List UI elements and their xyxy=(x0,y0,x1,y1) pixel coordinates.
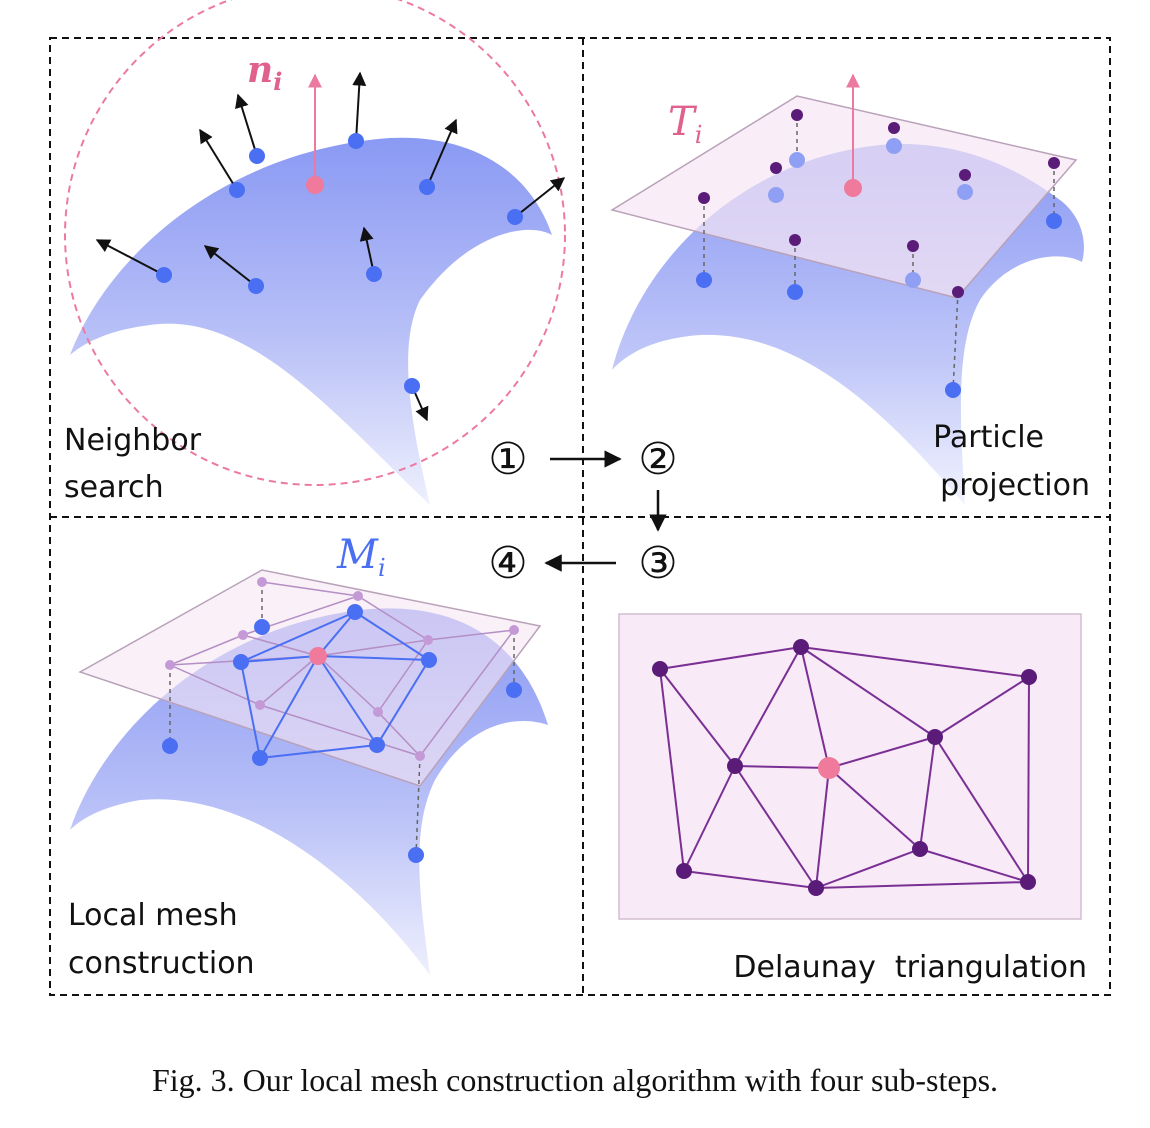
step-2: ② xyxy=(638,434,677,485)
projection-lines xyxy=(169,582,515,856)
step-4: ④ xyxy=(488,538,527,589)
panel-frame xyxy=(49,37,1111,996)
tangent-plane-symbol: Ti xyxy=(668,99,702,149)
tangent-plane xyxy=(610,95,1078,299)
plane-particles xyxy=(165,577,519,761)
search-radius-circle xyxy=(64,0,566,486)
normal-arrows xyxy=(95,71,566,422)
mesh-label-line2: construction xyxy=(68,946,255,981)
mesh-symbol: Mi xyxy=(336,532,386,582)
projection-label-line2: projection xyxy=(940,468,1090,503)
mesh-label-line1: Local mesh xyxy=(68,898,238,933)
projection-label-line1: Particle xyxy=(933,420,1044,455)
surface-particles xyxy=(696,213,1062,398)
projection-plane xyxy=(78,569,542,787)
particle-projection-panel: Ti Particle projection xyxy=(610,73,1090,505)
neighbor-label-line1: Neighbor xyxy=(64,423,202,458)
neighbor-label-line2: search xyxy=(64,470,164,505)
step-1: ① xyxy=(488,434,527,485)
surface-particles xyxy=(162,604,522,863)
local-mesh-edges xyxy=(240,611,430,759)
step-3: ③ xyxy=(638,538,677,589)
delaunay-plane xyxy=(618,613,1082,920)
center-particle xyxy=(309,647,327,665)
center-vertex xyxy=(818,757,840,779)
local-mesh-panel: Mi Local mesh construction xyxy=(68,532,548,981)
delaunay-vertices xyxy=(652,639,1037,896)
step-flow: ① ② ③ ④ xyxy=(488,434,677,589)
delaunay-panel: Delaunay triangulation xyxy=(618,613,1087,985)
projection-lines xyxy=(703,115,1055,391)
neighbor-search-panel: ni Neighbor search xyxy=(64,0,566,505)
surface xyxy=(70,137,552,505)
normal-symbol: ni xyxy=(247,49,282,96)
delaunay-edges xyxy=(659,646,1030,889)
delaunay-label: Delaunay triangulation xyxy=(733,950,1087,985)
projected-particles xyxy=(698,109,1060,298)
figure-caption: Fig. 3. Our local mesh construction algo… xyxy=(151,1062,999,1098)
particles xyxy=(156,133,523,394)
faded-particles xyxy=(768,138,973,288)
center-particle xyxy=(306,176,324,194)
center-particle xyxy=(844,179,862,197)
